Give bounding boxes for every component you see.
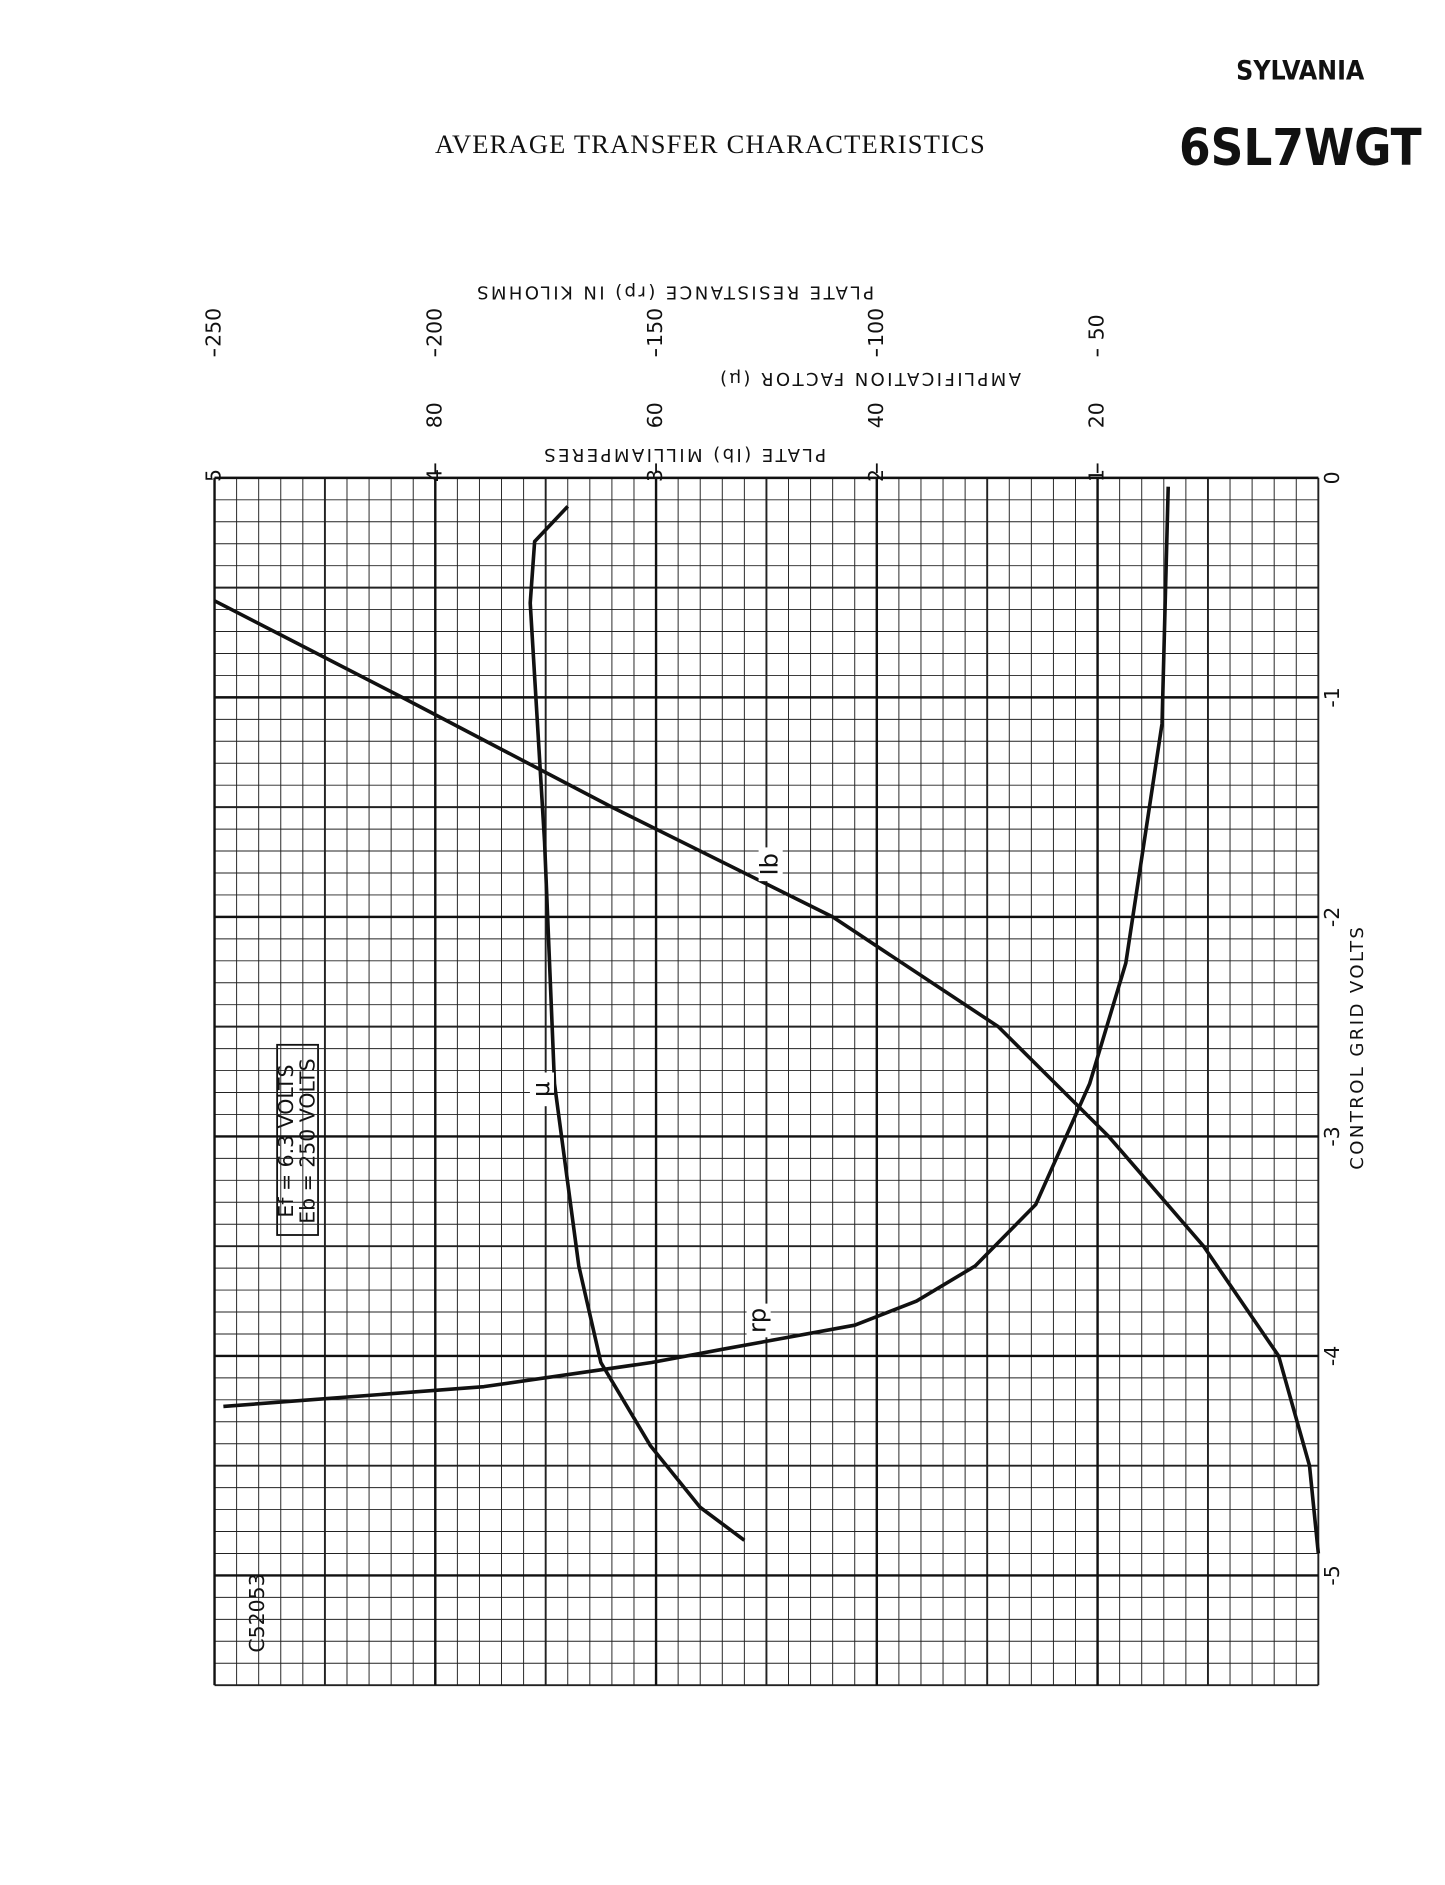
- x-tick-label: -2: [1320, 907, 1344, 927]
- x-tick-label: -1: [1320, 687, 1344, 707]
- x-tick-label: 0: [1320, 471, 1344, 484]
- y3-tick-label: 50: [1085, 314, 1109, 340]
- x-tick-label: -5: [1320, 1565, 1344, 1585]
- legend-label: rp: [744, 1308, 772, 1333]
- y-tick-label: 5: [202, 469, 226, 482]
- legend-label: μ: [527, 1082, 555, 1097]
- y2-axis-title: AMPLIFICATION FACTOR (μ): [718, 368, 1021, 389]
- y-tick-label: 3: [643, 469, 667, 482]
- y2-tick-label: 60: [643, 402, 667, 428]
- y-tick-label: 2: [864, 469, 888, 482]
- y3-tick-label: 150: [643, 308, 667, 347]
- annotation: C52053: [245, 1573, 269, 1652]
- y2-tick-label: 40: [864, 402, 888, 428]
- annotation-box: [276, 1043, 319, 1236]
- label-bg: [746, 1303, 771, 1338]
- annotation: Ef = 6.3 VOLTS: [274, 1065, 298, 1218]
- label-bg: [529, 1072, 554, 1107]
- y-tick-label: 1: [1085, 469, 1109, 482]
- y3-tick-label: 200: [422, 308, 446, 347]
- model: 6SL7WGT: [1179, 118, 1422, 177]
- label-bg: [758, 847, 783, 882]
- y3-tick-label: 100: [864, 308, 888, 347]
- y3-axis-title: PLATE RESISTANCE (rp) IN KILOHMS: [475, 281, 875, 302]
- annotation: Eb = 250 VOLTS: [295, 1058, 319, 1223]
- brand: SYLVANIA: [1236, 56, 1365, 87]
- y3-tick-label: 250: [202, 308, 226, 347]
- x-tick-label: -3: [1320, 1126, 1344, 1146]
- x-axis-title: CONTROL GRID VOLTS: [1347, 925, 1368, 1170]
- y2-tick-label: 80: [422, 402, 446, 428]
- curve: [223, 486, 1171, 1409]
- x-tick-label: -4: [1320, 1346, 1344, 1366]
- y-tick-label: 4: [422, 469, 446, 482]
- y-axis-title: PLATE (Ib) MILLIAMPERES: [542, 444, 826, 465]
- curve: [528, 505, 746, 1542]
- chart-title: AVERAGE TRANSFER CHARACTERISTICS: [435, 129, 986, 159]
- legend-label: Ib: [756, 853, 784, 875]
- curve: [213, 599, 1321, 1554]
- y2-tick-label: 20: [1085, 402, 1109, 428]
